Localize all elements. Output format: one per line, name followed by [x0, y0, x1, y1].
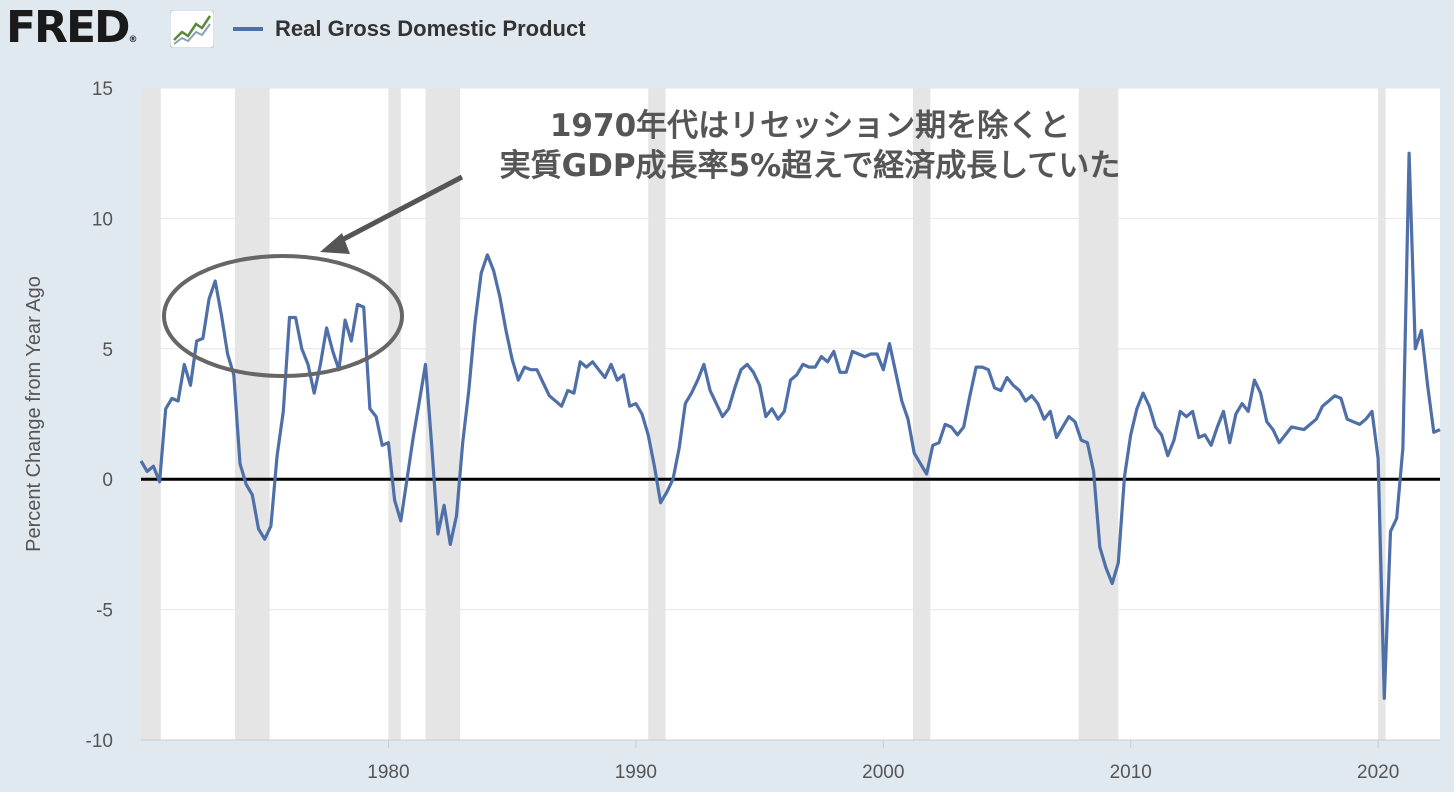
- x-tick-label: 2010: [1110, 762, 1152, 783]
- y-tick-label: 0: [102, 470, 113, 491]
- recession-band-4: [648, 88, 666, 740]
- chart-legend[interactable]: Real Gross Domestic Product: [233, 14, 586, 44]
- annotation-arrow-shaft: [336, 174, 464, 245]
- y-tick-label: -5: [96, 601, 113, 622]
- series-line-real-gdp[interactable]: [139, 151, 1441, 700]
- recession-band-7: [1378, 88, 1386, 740]
- legend-swatch: [233, 27, 263, 31]
- y-tick-label: -10: [86, 731, 113, 752]
- legend-label: Real Gross Domestic Product: [275, 16, 586, 41]
- y-axis-ticks: -10 -5 0 5 10 15: [86, 79, 113, 752]
- fred-logo[interactable]: FRED®: [6, 2, 138, 53]
- x-tick-label: 1990: [615, 762, 657, 783]
- y-tick-label: 15: [92, 79, 113, 100]
- x-tick-label: 2020: [1357, 762, 1399, 783]
- recession-band-6: [1078, 88, 1119, 740]
- annotation-arrowhead: [320, 233, 350, 254]
- annotation-line-1: 1970年代はリセッション期を除くと: [550, 108, 1070, 144]
- y-axis-label: Percent Change from Year Ago: [23, 276, 45, 552]
- x-tick-label: 1980: [367, 762, 409, 783]
- recession-band-1: [235, 88, 270, 740]
- annotation-line-2: 実質GDP成長率5%超えで経済成長していた: [500, 148, 1121, 184]
- x-tick-label: 2000: [862, 762, 904, 783]
- annotation-ellipse: [162, 254, 404, 378]
- recession-band-0: [141, 88, 161, 740]
- recession-band-2: [388, 88, 401, 740]
- recession-band-3: [425, 88, 461, 740]
- recession-bands: [141, 88, 1386, 740]
- y-tick-label: 5: [102, 340, 113, 361]
- y-tick-label: 10: [92, 209, 113, 230]
- registered-mark: ®: [128, 35, 138, 45]
- chart-header: FRED® Real Gross Domestic Product: [0, 0, 1454, 62]
- fred-logo-text: FRED: [6, 2, 131, 53]
- line-chart-icon: [170, 10, 214, 48]
- recession-band-5: [912, 88, 931, 740]
- plot-area: [141, 88, 1440, 740]
- x-axis-ticks: 1980 1990 2000 2010 2020: [141, 739, 1440, 783]
